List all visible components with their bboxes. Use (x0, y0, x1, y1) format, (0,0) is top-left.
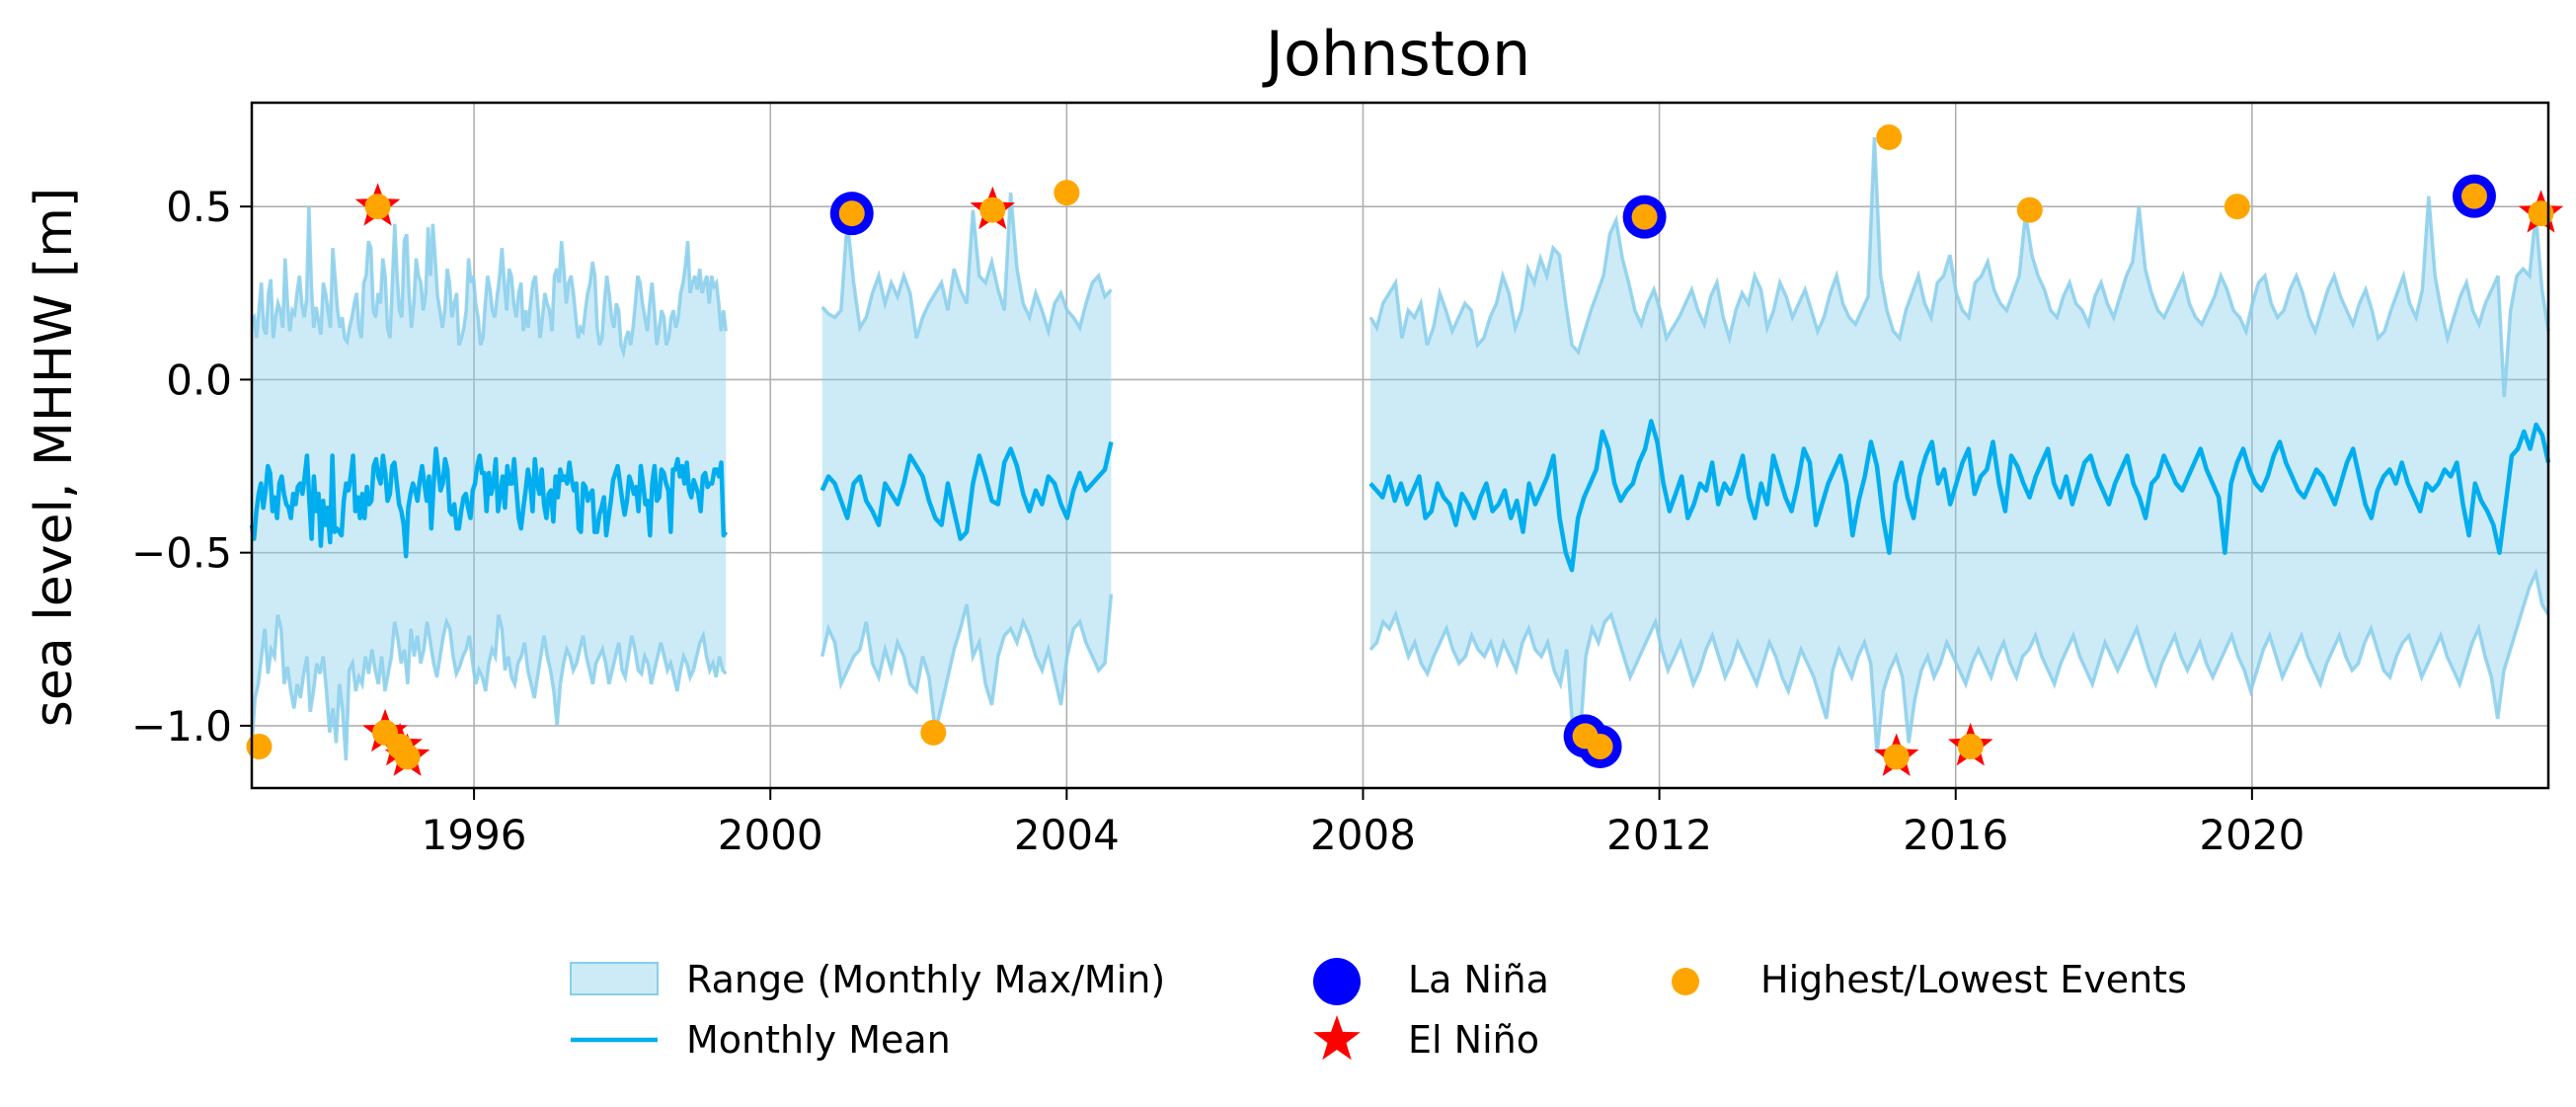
highest-lowest-event (1883, 744, 1910, 770)
legend-la-nina-swatch (1313, 958, 1361, 1005)
monthly-mean-line (249, 446, 729, 559)
highest-lowest-event (1631, 203, 1658, 230)
range-band (1370, 137, 2548, 753)
x-tick-label: 2008 (1310, 811, 1416, 859)
monthly-max-line (250, 206, 728, 359)
highest-lowest-event (1587, 733, 1613, 759)
monthly-mean-line (1368, 419, 2551, 573)
plot-area: 1996 2000 2004 2008 2012 2016 2020 0.5 0.0 −0.5 −1… (131, 101, 2564, 859)
highest-lowest-event (1957, 733, 1984, 759)
y-tick-label: −1.0 (131, 702, 232, 751)
axis-ticks: 1996 2000 2004 2008 2012 2016 2020 0.5 0.0 −0.5 −1… (131, 183, 2304, 859)
highest-lowest-event (2224, 194, 2250, 220)
range-bands (250, 137, 2550, 761)
legend-el-nino-swatch (1313, 1015, 1361, 1061)
monthly-max-line (1368, 137, 2550, 398)
monthly-max-line (820, 192, 1113, 339)
legend: Range (Monthly Max/Min) Monthly Mean La Ni… (570, 958, 2187, 1062)
monthly-min-line (250, 614, 728, 761)
highest-lowest-event (364, 194, 391, 220)
y-tick-label: −0.5 (131, 529, 232, 578)
x-tick-label: 2012 (1606, 811, 1712, 859)
grid (252, 103, 2548, 788)
highest-lowest-event (1876, 124, 1903, 151)
x-tick-label: 2016 (1903, 811, 2008, 859)
x-tick-label: 2000 (718, 811, 823, 859)
highest-lowest-event (979, 197, 1006, 223)
highest-lowest-event (394, 744, 421, 770)
highest-lowest-event (2016, 197, 2043, 223)
monthly-min-line (820, 593, 1114, 734)
highest-lowest-event (920, 719, 947, 746)
highest-lowest-event (246, 733, 273, 759)
x-tick-label: 2020 (2199, 811, 2304, 859)
y-tick-label: 0.5 (166, 183, 232, 231)
legend-el-nino-label: El Niño (1408, 1018, 1539, 1062)
legend-range-swatch (570, 962, 659, 995)
chart-title: Johnston (1262, 18, 1531, 90)
x-tick-label: 2004 (1014, 811, 1120, 859)
monthly-mean-lines (249, 419, 2551, 573)
x-tick-label: 1996 (422, 811, 527, 859)
highest-lowest-event (838, 200, 865, 227)
y-axis-label: sea level, MHHW [m] (25, 188, 84, 727)
monthly-min-line (1368, 568, 2550, 754)
legend-mean-label: Monthly Mean (686, 1018, 951, 1062)
y-tick-label: 0.0 (166, 356, 232, 404)
highest-lowest-event (1054, 180, 1080, 206)
range-band (821, 193, 1112, 733)
legend-range-label: Range (Monthly Max/Min) (686, 958, 1165, 1001)
legend-events-swatch (1672, 968, 1699, 995)
highest-lowest-event (2528, 200, 2554, 227)
legend-events-label: Highest/Lowest Events (1760, 958, 2187, 1001)
axes-frame (250, 101, 2550, 790)
legend-la-nina-label: La Niña (1408, 958, 1549, 1001)
highest-lowest-event (2460, 183, 2487, 209)
monthly-mean-line (820, 440, 1114, 541)
